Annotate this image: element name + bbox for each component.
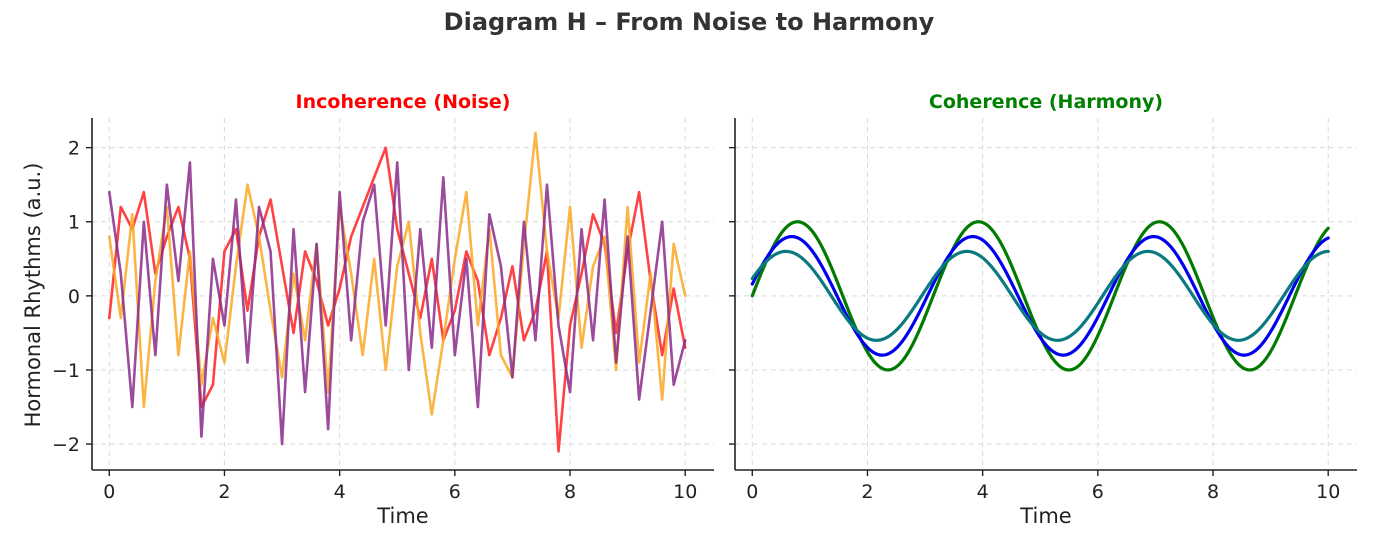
harmony-panel-title: Coherence (Harmony)	[929, 91, 1163, 113]
harmony-x-ticks: 0 2 4 6 8 10	[746, 470, 1340, 503]
noise-series-line-1	[107, 146, 687, 453]
noise-panel-title: Incoherence (Noise)	[296, 91, 511, 113]
noise-panel: Incoherence (Noise) 0 2 4 6 8 10 −2 −1 0 1 2 Time…	[21, 91, 714, 528]
noise-y-tick-label: −1	[52, 360, 80, 382]
noise-x-tick-label: 6	[449, 481, 461, 503]
harmony-y-ticks	[729, 146, 735, 445]
noise-series-lines	[107, 131, 687, 453]
noise-series-line-3	[107, 161, 687, 446]
noise-x-axis-label: Time	[376, 504, 428, 528]
noise-y-ticks: −2 −1 0 1 2	[52, 138, 92, 456]
harmony-x-tick-label: 6	[1092, 481, 1104, 503]
noise-y-tick-label: 2	[68, 138, 80, 160]
harmony-x-tick-label: 0	[746, 481, 758, 503]
noise-x-tick-label: 0	[103, 481, 115, 503]
harmony-x-tick-label: 2	[861, 481, 873, 503]
harmony-x-tick-label: 8	[1207, 481, 1219, 503]
noise-y-tick-label: 1	[68, 212, 80, 234]
noise-y-tick-label: −2	[52, 434, 80, 456]
harmony-x-tick-label: 4	[977, 481, 989, 503]
noise-axes	[91, 118, 714, 471]
noise-y-tick-label: 0	[68, 286, 80, 308]
harmony-series-lines	[750, 220, 1330, 372]
noise-x-tick-label: 4	[334, 481, 346, 503]
figure-title: Diagram H – From Noise to Harmony	[444, 8, 935, 36]
noise-x-tick-label: 8	[564, 481, 576, 503]
noise-x-tick-label: 2	[218, 481, 230, 503]
harmony-panel: Coherence (Harmony) 0 2 4 6 8 10 Time	[729, 91, 1357, 528]
y-axis-label: Hormonal Rhythms (a.u.)	[21, 163, 45, 428]
harmony-axes	[734, 118, 1357, 471]
harmony-x-tick-label: 10	[1316, 481, 1340, 503]
noise-x-tick-label: 10	[673, 481, 697, 503]
noise-x-ticks: 0 2 4 6 8 10	[103, 470, 697, 503]
harmony-x-axis-label: Time	[1019, 504, 1071, 528]
harmony-series-line-3	[750, 249, 1330, 342]
